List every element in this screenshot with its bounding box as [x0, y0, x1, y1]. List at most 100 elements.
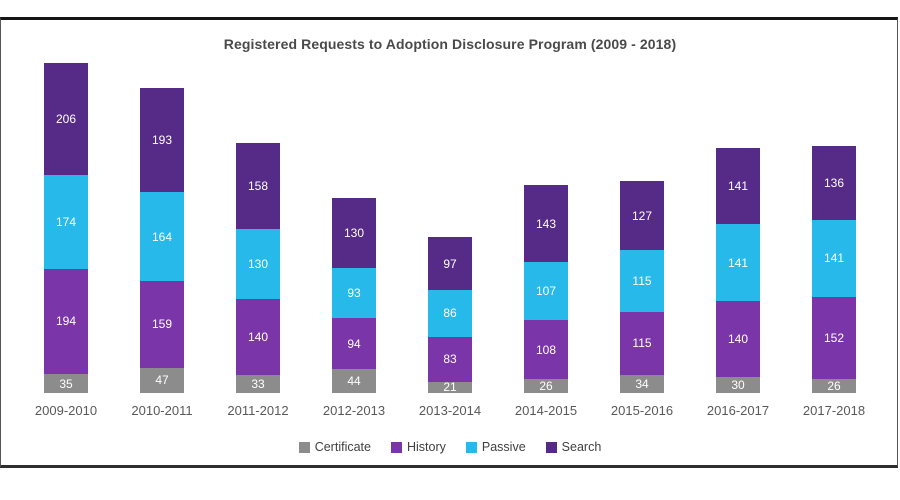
segment-value-label: 83 [443, 352, 457, 367]
segment-value-label: 47 [155, 373, 169, 388]
segment-value-label: 206 [55, 111, 77, 126]
bar-group-2017-2018: 136 141 152 26 2017-2018 [786, 63, 882, 418]
segment-value-label: 108 [535, 342, 557, 357]
bar-group-2014-2015: 143 107 108 26 2014-2015 [498, 63, 594, 418]
stacked-bar: 158 130 140 33 [236, 143, 280, 393]
segment-value-label: 127 [631, 208, 653, 223]
bar-segment-history: 83 [428, 336, 472, 382]
legend-label: Passive [481, 440, 526, 454]
bar-segment-passive: 164 [140, 192, 184, 282]
x-axis-label: 2013-2014 [418, 403, 482, 418]
x-axis-label: 2009-2010 [34, 403, 98, 418]
legend-item-history: History [390, 440, 446, 454]
segment-value-label: 26 [827, 378, 841, 393]
segment-value-label: 30 [731, 377, 745, 392]
segment-value-label: 86 [443, 306, 457, 321]
bar-segment-history: 108 [524, 320, 568, 379]
bar-segment-certificate: 35 [44, 374, 88, 393]
stacked-bar: 130 93 94 44 [332, 197, 376, 393]
legend-label: Certificate [314, 440, 371, 454]
segment-value-label: 97 [443, 256, 457, 271]
bar-segment-certificate: 33 [236, 375, 280, 393]
bar-segment-search: 206 [44, 63, 88, 175]
bar-group-2010-2011: 193 164 159 47 2010-2011 [114, 63, 210, 418]
segment-value-label: 35 [59, 376, 73, 391]
legend-item-certificate: Certificate [298, 440, 371, 454]
stacked-bar: 141 141 140 30 [716, 148, 760, 393]
bar-segment-certificate: 44 [332, 369, 376, 393]
bar-group-2016-2017: 141 141 140 30 2016-2017 [690, 63, 786, 418]
legend-swatch [390, 441, 402, 453]
bar-segment-passive: 130 [236, 228, 280, 300]
bar-segment-search: 97 [428, 237, 472, 291]
bar-segment-passive: 107 [524, 262, 568, 321]
bar-segment-passive: 174 [44, 174, 88, 269]
bar-group-2015-2016: 127 115 115 34 2015-2016 [594, 63, 690, 418]
legend-swatch [545, 441, 557, 453]
x-axis-label: 2014-2015 [514, 403, 578, 418]
x-axis-label: 2016-2017 [706, 403, 770, 418]
x-axis-label: 2017-2018 [802, 403, 866, 418]
x-axis-label: 2012-2013 [322, 403, 386, 418]
segment-value-label: 141 [727, 255, 749, 270]
segment-value-label: 34 [635, 376, 649, 391]
bar-segment-history: 94 [332, 318, 376, 370]
bar-group-2009-2010: 206 174 194 35 2009-2010 [18, 63, 114, 418]
bar-segment-search: 141 [716, 148, 760, 225]
bar-segment-history: 194 [44, 268, 88, 374]
bar-segment-search: 143 [524, 184, 568, 263]
bar-segment-search: 130 [332, 197, 376, 268]
segment-value-label: 174 [55, 214, 77, 229]
bar-segment-passive: 115 [620, 250, 664, 313]
bar-segment-certificate: 30 [716, 376, 760, 393]
segment-value-label: 140 [247, 330, 269, 345]
bar-group-2013-2014: 97 86 83 21 2013-2014 [402, 63, 498, 418]
stacked-bar: 143 107 108 26 [524, 184, 568, 393]
legend-label: History [406, 440, 446, 454]
segment-value-label: 143 [535, 216, 557, 231]
bar-group-2011-2012: 158 130 140 33 2011-2012 [210, 63, 306, 418]
segment-value-label: 141 [823, 251, 845, 266]
segment-value-label: 140 [727, 331, 749, 346]
segment-value-label: 33 [251, 377, 265, 392]
bar-segment-search: 158 [236, 143, 280, 229]
segment-value-label: 164 [151, 229, 173, 244]
bar-segment-certificate: 47 [140, 367, 184, 393]
segment-value-label: 93 [347, 286, 361, 301]
x-axis-label: 2015-2016 [610, 403, 674, 418]
bar-segment-search: 193 [140, 87, 184, 193]
bar-segment-history: 159 [140, 281, 184, 368]
bar-segment-certificate: 21 [428, 381, 472, 393]
bar-segment-history: 152 [812, 296, 856, 379]
bar-segment-passive: 141 [812, 220, 856, 297]
segment-value-label: 136 [823, 176, 845, 191]
segment-value-label: 193 [151, 133, 173, 148]
segment-value-label: 194 [55, 314, 77, 329]
legend-item-passive: Passive [465, 440, 526, 454]
bar-segment-history: 140 [236, 299, 280, 376]
bar-segment-passive: 86 [428, 290, 472, 337]
segment-value-label: 141 [727, 179, 749, 194]
bar-segment-passive: 93 [332, 267, 376, 319]
legend-item-search: Search [545, 440, 602, 454]
bar-segment-passive: 141 [716, 224, 760, 301]
segment-value-label: 115 [632, 274, 652, 289]
segment-value-label: 94 [347, 336, 361, 351]
legend: Certificate History Passive Search [0, 440, 900, 454]
stacked-bar: 136 141 152 26 [812, 146, 856, 393]
stacked-bar: 206 174 194 35 [44, 63, 88, 393]
bar-segment-search: 136 [812, 146, 856, 221]
bar-segment-certificate: 26 [812, 378, 856, 393]
segment-value-label: 26 [539, 378, 553, 393]
legend-swatch [465, 441, 477, 453]
bar-segment-certificate: 34 [620, 374, 664, 393]
bar-segment-history: 115 [620, 312, 664, 375]
bar-segment-search: 127 [620, 181, 664, 251]
legend-label: Search [561, 440, 602, 454]
stacked-bar: 97 86 83 21 [428, 237, 472, 393]
segment-value-label: 158 [247, 179, 269, 194]
segment-value-label: 152 [823, 330, 845, 345]
segment-value-label: 107 [535, 284, 557, 299]
segment-value-label: 130 [247, 257, 269, 272]
